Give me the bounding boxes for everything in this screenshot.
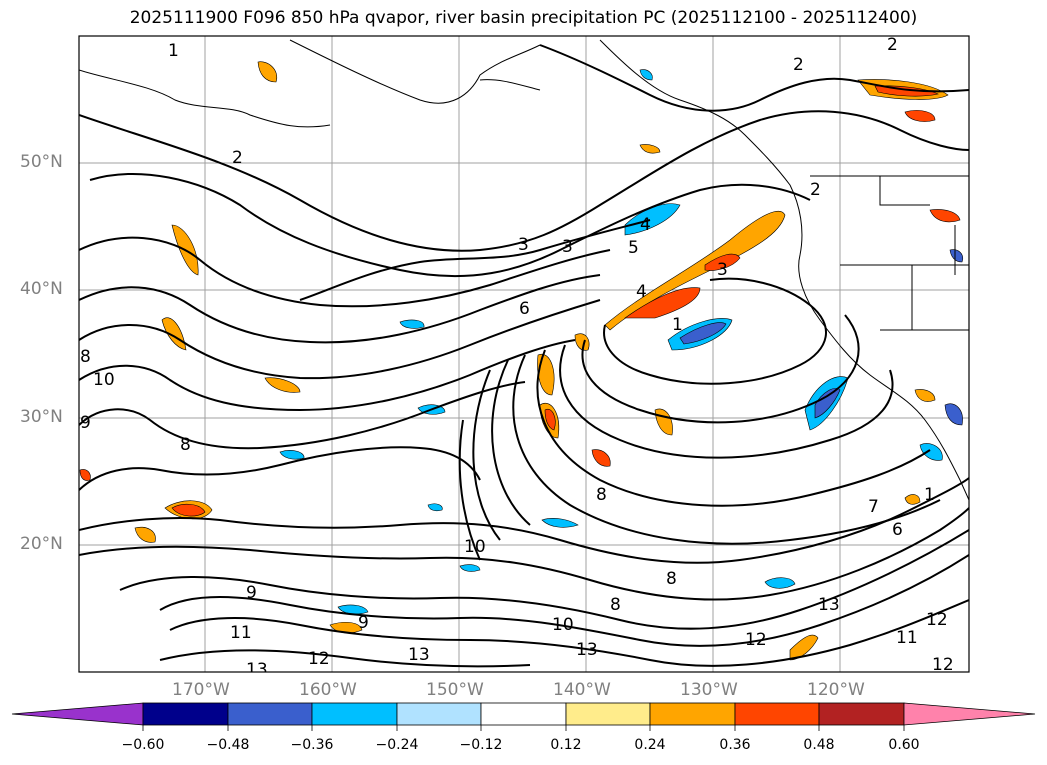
colorbar-extend-low xyxy=(11,702,144,726)
colorbar-swatch xyxy=(396,702,482,726)
contour-label: 5 xyxy=(628,238,639,258)
contour-label: 4 xyxy=(636,282,647,302)
political-borders xyxy=(810,175,969,331)
colorbar-tick-label: 0.12 xyxy=(550,737,582,753)
colorbar-swatch xyxy=(142,702,229,726)
contour-label: 3 xyxy=(562,237,573,257)
contour-label: 12 xyxy=(308,649,330,669)
lat-label: 50°N xyxy=(20,152,63,172)
contour-labels: 1 2 2 2 3 3 3 4 4 5 6 7 8 8 8 8 8 9 9 9 … xyxy=(80,35,954,680)
qvapor-contours xyxy=(79,44,969,668)
gridlines xyxy=(79,36,969,672)
lon-label: 170°W xyxy=(172,680,230,700)
contour-label: 2 xyxy=(810,180,821,200)
contour-label: 8 xyxy=(610,595,621,615)
contour-label: 13 xyxy=(246,660,268,680)
contour-label: 10 xyxy=(552,615,574,635)
map-title: 2025111900 F096 850 hPa qvapor, river ba… xyxy=(129,8,918,28)
contour-label: 2 xyxy=(887,35,898,55)
contour-label: 6 xyxy=(892,520,903,540)
lat-label: 20°N xyxy=(20,534,63,554)
colorbar-tick-label: −0.12 xyxy=(459,737,503,753)
contour-label: 8 xyxy=(596,485,607,505)
contour-label: 12 xyxy=(745,630,767,650)
lat-label: 40°N xyxy=(20,279,63,299)
colorbar-tick-label: −0.24 xyxy=(375,737,419,753)
contour-label: 12 xyxy=(932,655,954,675)
contour-label: 8 xyxy=(666,569,677,589)
coastlines xyxy=(79,39,969,501)
contour-label: 10 xyxy=(93,370,115,390)
contour-label: 7 xyxy=(868,497,879,517)
contour-label: 13 xyxy=(818,595,840,615)
colorbar-tick-label: 0.60 xyxy=(888,737,920,753)
contour-label: 6 xyxy=(519,299,530,319)
colorbar-tick-label: 0.48 xyxy=(803,737,835,753)
contour-label: 9 xyxy=(358,613,369,633)
lon-label: 130°W xyxy=(680,680,738,700)
positive-anomaly-patches xyxy=(79,61,961,661)
colorbar-tick-label: 0.36 xyxy=(719,737,751,753)
colorbar-swatch xyxy=(565,702,651,726)
colorbar-swatch xyxy=(734,702,820,726)
contour-label: 12 xyxy=(926,610,948,630)
contour-label: 8 xyxy=(180,435,191,455)
colorbar-swatch xyxy=(227,702,313,726)
colorbar-swatch xyxy=(311,702,398,726)
colorbar-tick-label: −0.36 xyxy=(290,737,334,753)
contour-label: 13 xyxy=(408,645,430,665)
contour-label: 13 xyxy=(576,640,598,660)
lon-label: 140°W xyxy=(553,680,611,700)
colorbar-tick-label: −0.60 xyxy=(121,737,165,753)
lon-label: 120°W xyxy=(807,680,865,700)
contour-label: 2 xyxy=(232,148,243,168)
colorbar-tick-label: −0.48 xyxy=(206,737,250,753)
contour-label: 3 xyxy=(518,235,529,255)
lon-label: 150°W xyxy=(426,680,484,700)
contour-label: 1 xyxy=(924,485,935,505)
contour-label: 11 xyxy=(896,628,918,648)
contour-label: 11 xyxy=(230,623,252,643)
contour-label: 9 xyxy=(246,583,257,603)
colorbar-swatch xyxy=(818,702,905,726)
colorbar-swatch xyxy=(480,702,567,726)
contour-label: 9 xyxy=(80,413,91,433)
contour-label: 1 xyxy=(168,41,179,61)
colorbar-extend-high xyxy=(903,702,1036,726)
contour-label: 10 xyxy=(464,537,486,557)
colorbar-swatch xyxy=(649,702,736,726)
contour-label: 1 xyxy=(672,315,683,335)
contour-label: 3 xyxy=(717,260,728,280)
map-frame xyxy=(78,35,970,673)
contour-label: 4 xyxy=(640,215,651,235)
lat-label: 30°N xyxy=(20,407,63,427)
negative-anomaly-patches xyxy=(279,69,963,615)
contour-label: 8 xyxy=(80,347,91,367)
lon-label: 160°W xyxy=(299,680,357,700)
contour-label: 2 xyxy=(793,55,804,75)
colorbar-tick-label: 0.24 xyxy=(634,737,666,753)
colorbar xyxy=(11,702,1036,731)
